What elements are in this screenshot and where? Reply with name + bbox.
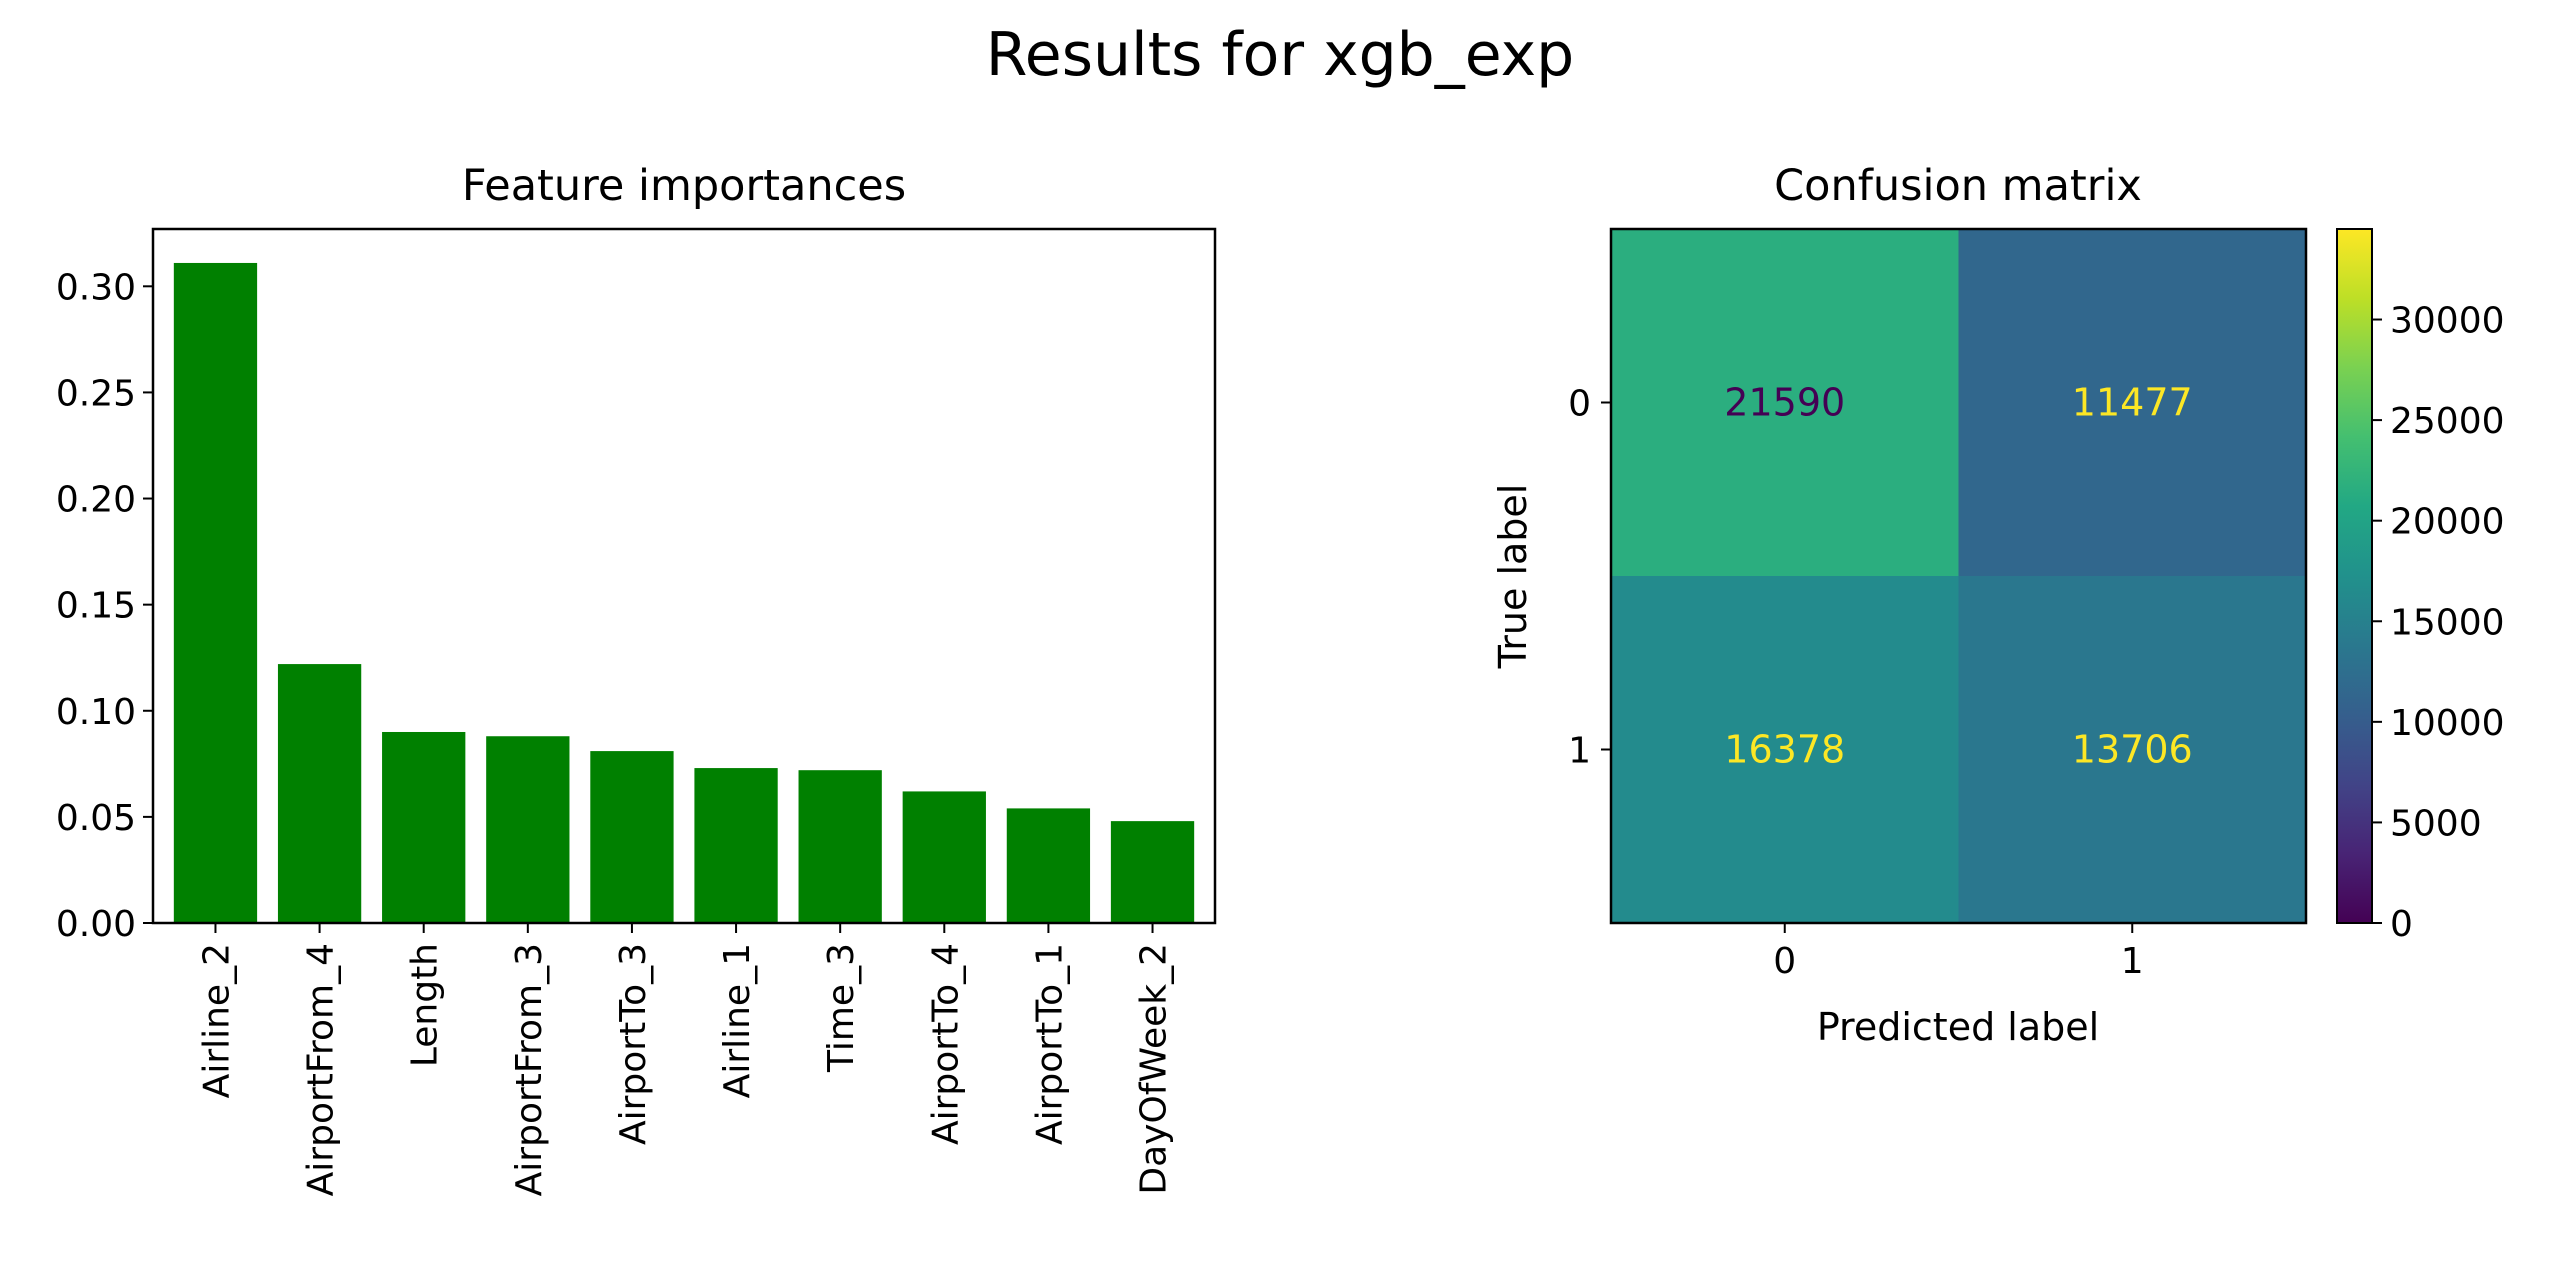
cm-cell: [1611, 576, 1959, 923]
x-tick-label: AirportFrom_4: [301, 943, 342, 1196]
y-tick-label: 0.05: [56, 798, 136, 839]
cm-cell-label: 13706: [2072, 728, 2193, 772]
y-tick-label: 0.20: [56, 480, 136, 521]
feature-importances-panel: Feature importances 0.00 0.05 0.10 0.15 0.20…: [56, 161, 1217, 1196]
y-tick-label: 0.00: [56, 904, 136, 945]
cm-ylabel: True label: [1491, 484, 1535, 670]
figure-title: Results for xgb_exp: [986, 20, 1574, 90]
colorbar-axis: 0 5000 10000 15000 20000 25000 30000: [2372, 301, 2505, 945]
cm-x-tick-label: 0: [1773, 941, 1796, 982]
y-tick-label: 0.25: [56, 373, 136, 414]
bar: [277, 664, 362, 923]
cm-cell-label: 11477: [2072, 381, 2193, 425]
cm-y-axis: 01: [1568, 384, 1611, 772]
bar-marks: [173, 262, 1195, 924]
x-tick-label: AirportTo_1: [1029, 943, 1070, 1145]
colorbar-tick-label: 0: [2390, 904, 2413, 945]
bar: [1110, 821, 1195, 923]
cm-xlabel: Predicted label: [1817, 1005, 2099, 1049]
bar: [798, 770, 882, 923]
bar: [486, 736, 570, 923]
bar: [173, 262, 258, 924]
cm-cell-labels: 21590 11477 16378 13706: [1724, 381, 2192, 772]
cm-plot-frame: [1609, 227, 2308, 925]
cm-y-tick-label: 0: [1568, 384, 1591, 425]
x-tick-label: AirportTo_4: [925, 943, 966, 1145]
x-tick-label: Length: [405, 943, 446, 1067]
bar-x-axis: Airline_2 AirportFrom_4 Length AirportFrom_…: [196, 923, 1175, 1196]
y-tick-label: 0.10: [56, 692, 136, 733]
cm-title: Confusion matrix: [1774, 161, 2142, 211]
x-tick-label: Airline_2: [196, 943, 237, 1098]
colorbar-tick-label: 10000: [2390, 703, 2505, 744]
x-tick-label: AirportTo_3: [613, 943, 654, 1145]
colorbar-tick-label: 30000: [2390, 301, 2505, 342]
cm-x-tick-label: 1: [2121, 941, 2144, 982]
bar-chart-title: Feature importances: [462, 161, 906, 211]
cm-cell: [1958, 229, 2306, 576]
cm-cell-label: 21590: [1724, 381, 1845, 425]
x-tick-label: AirportFrom_3: [509, 943, 550, 1196]
cm-y-tick-label: 1: [1568, 731, 1591, 772]
y-tick-label: 0.30: [56, 267, 136, 308]
colorbar: [2336, 228, 2373, 924]
bar: [382, 731, 466, 923]
cm-cell: [1958, 576, 2306, 923]
x-tick-label: DayOfWeek_2: [1134, 943, 1175, 1195]
colorbar-tick-label: 25000: [2390, 401, 2505, 442]
colorbar-tick-label: 5000: [2390, 803, 2482, 844]
colorbar-tick-label: 15000: [2390, 602, 2505, 643]
bar: [1006, 808, 1091, 923]
x-tick-label: Airline_1: [717, 943, 758, 1098]
x-tick-label: Time_3: [821, 943, 862, 1073]
y-tick-label: 0.15: [56, 586, 136, 627]
bar-plot-frame: [151, 227, 1217, 925]
cm-cells: [1611, 229, 2306, 923]
colorbar-tick-label: 20000: [2390, 502, 2505, 543]
cm-cell-label: 16378: [1724, 728, 1845, 772]
bar-y-axis: 0.00 0.05 0.10 0.15 0.20 0.25 0.30: [56, 267, 153, 945]
cm-cell: [1611, 229, 1959, 576]
bar: [902, 791, 986, 923]
bar: [694, 768, 778, 923]
bar: [590, 751, 674, 923]
